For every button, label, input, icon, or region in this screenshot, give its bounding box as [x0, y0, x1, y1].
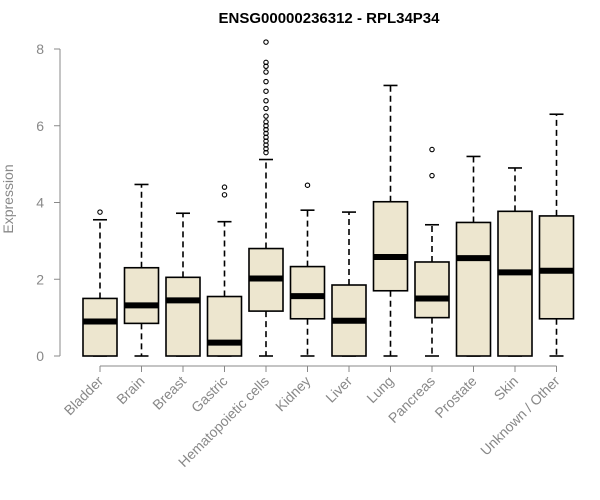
outlier-point	[263, 130, 269, 137]
x-tick-label: Prostate	[431, 373, 479, 421]
x-tick-label: Breast	[149, 373, 189, 413]
outlier-point	[263, 39, 269, 45]
x-tick-label: Kidney	[272, 373, 314, 415]
outlier-point	[263, 126, 269, 133]
outlier-point	[263, 69, 269, 75]
box-skin	[497, 167, 533, 357]
box-pancreas	[414, 146, 450, 357]
outlier-point	[429, 146, 435, 153]
box-rect	[165, 276, 201, 357]
box-liver	[331, 211, 367, 357]
box-rect	[455, 221, 492, 357]
outlier-point	[263, 105, 269, 112]
box-gastric	[206, 184, 243, 357]
boxes-group	[82, 39, 575, 357]
y-tick-label: 4	[36, 195, 44, 211]
x-tick-label: Lung	[363, 373, 396, 406]
box-lung	[372, 84, 409, 357]
box-rect	[372, 200, 409, 292]
box-brain	[123, 183, 160, 357]
x-tick-label: Skin	[491, 373, 522, 404]
box-unknown-other	[538, 113, 575, 357]
outlier-point	[263, 63, 269, 70]
box-rect	[497, 210, 533, 357]
outlier-point	[429, 172, 435, 179]
y-tick-label: 2	[36, 271, 44, 287]
y-tick-label: 0	[36, 348, 44, 364]
outlier-point	[263, 78, 269, 85]
box-rect	[123, 266, 160, 325]
y-tick-label: 6	[36, 118, 44, 134]
box-breast	[165, 212, 201, 357]
box-bladder	[82, 209, 118, 357]
outlier-point	[221, 192, 228, 198]
box-rect	[206, 295, 243, 357]
outlier-point	[263, 146, 269, 152]
y-tick-label: 8	[36, 41, 44, 57]
box-rect	[414, 261, 450, 319]
y-axis-label: Expression	[0, 164, 16, 233]
box-prostate	[455, 155, 492, 357]
outlier-point	[97, 209, 103, 215]
outlier-point	[263, 113, 269, 119]
outlier-point	[263, 59, 269, 66]
outlier-point	[221, 184, 228, 190]
outlier-point	[304, 182, 311, 188]
outlier-point	[263, 142, 269, 148]
outlier-point	[263, 138, 269, 144]
outlier-point	[263, 123, 269, 129]
box-rect	[82, 297, 118, 357]
box-hematopoietic-cells	[248, 39, 284, 357]
outlier-point	[263, 134, 269, 141]
box-rect	[538, 215, 575, 320]
x-tick-label: Bladder	[61, 373, 107, 419]
chart-title: ENSG00000236312 - RPL34P34	[219, 10, 441, 27]
outlier-point	[263, 119, 269, 125]
x-tick-label: Liver	[322, 373, 355, 406]
outlier-point	[263, 149, 269, 156]
x-tick-label: Brain	[113, 373, 147, 407]
y-axis: 0 2 4 6 8	[36, 41, 61, 364]
x-tick-label: Unknown / Other	[477, 373, 563, 459]
outlier-point	[263, 88, 269, 94]
outlier-point	[263, 98, 269, 104]
box-rect	[289, 265, 326, 320]
box-kidney	[289, 182, 326, 357]
